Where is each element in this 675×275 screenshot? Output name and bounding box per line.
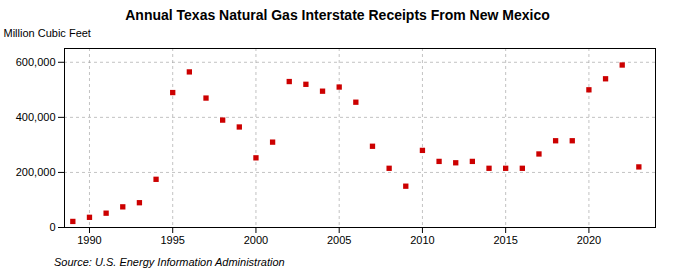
svg-text:200,000: 200,000 bbox=[16, 166, 56, 178]
svg-text:2010: 2010 bbox=[410, 234, 434, 246]
svg-text:2005: 2005 bbox=[327, 234, 351, 246]
svg-text:600,000: 600,000 bbox=[16, 56, 56, 68]
svg-text:2015: 2015 bbox=[493, 234, 517, 246]
svg-text:0: 0 bbox=[49, 221, 55, 233]
svg-text:2000: 2000 bbox=[244, 234, 268, 246]
svg-text:Million Cubic Feet: Million Cubic Feet bbox=[4, 27, 91, 39]
html-text:Source: U.S. Energy Informatio: Source: U.S. Energy Information Administ… bbox=[54, 256, 285, 268]
svg-text:400,000: 400,000 bbox=[16, 111, 56, 123]
svg-text:1990: 1990 bbox=[77, 234, 101, 246]
html-text:Annual Texas Natural Gas Inter: Annual Texas Natural Gas Interstate Rece… bbox=[125, 7, 550, 23]
svg-text:2020: 2020 bbox=[577, 234, 601, 246]
svg-text:1995: 1995 bbox=[160, 234, 184, 246]
